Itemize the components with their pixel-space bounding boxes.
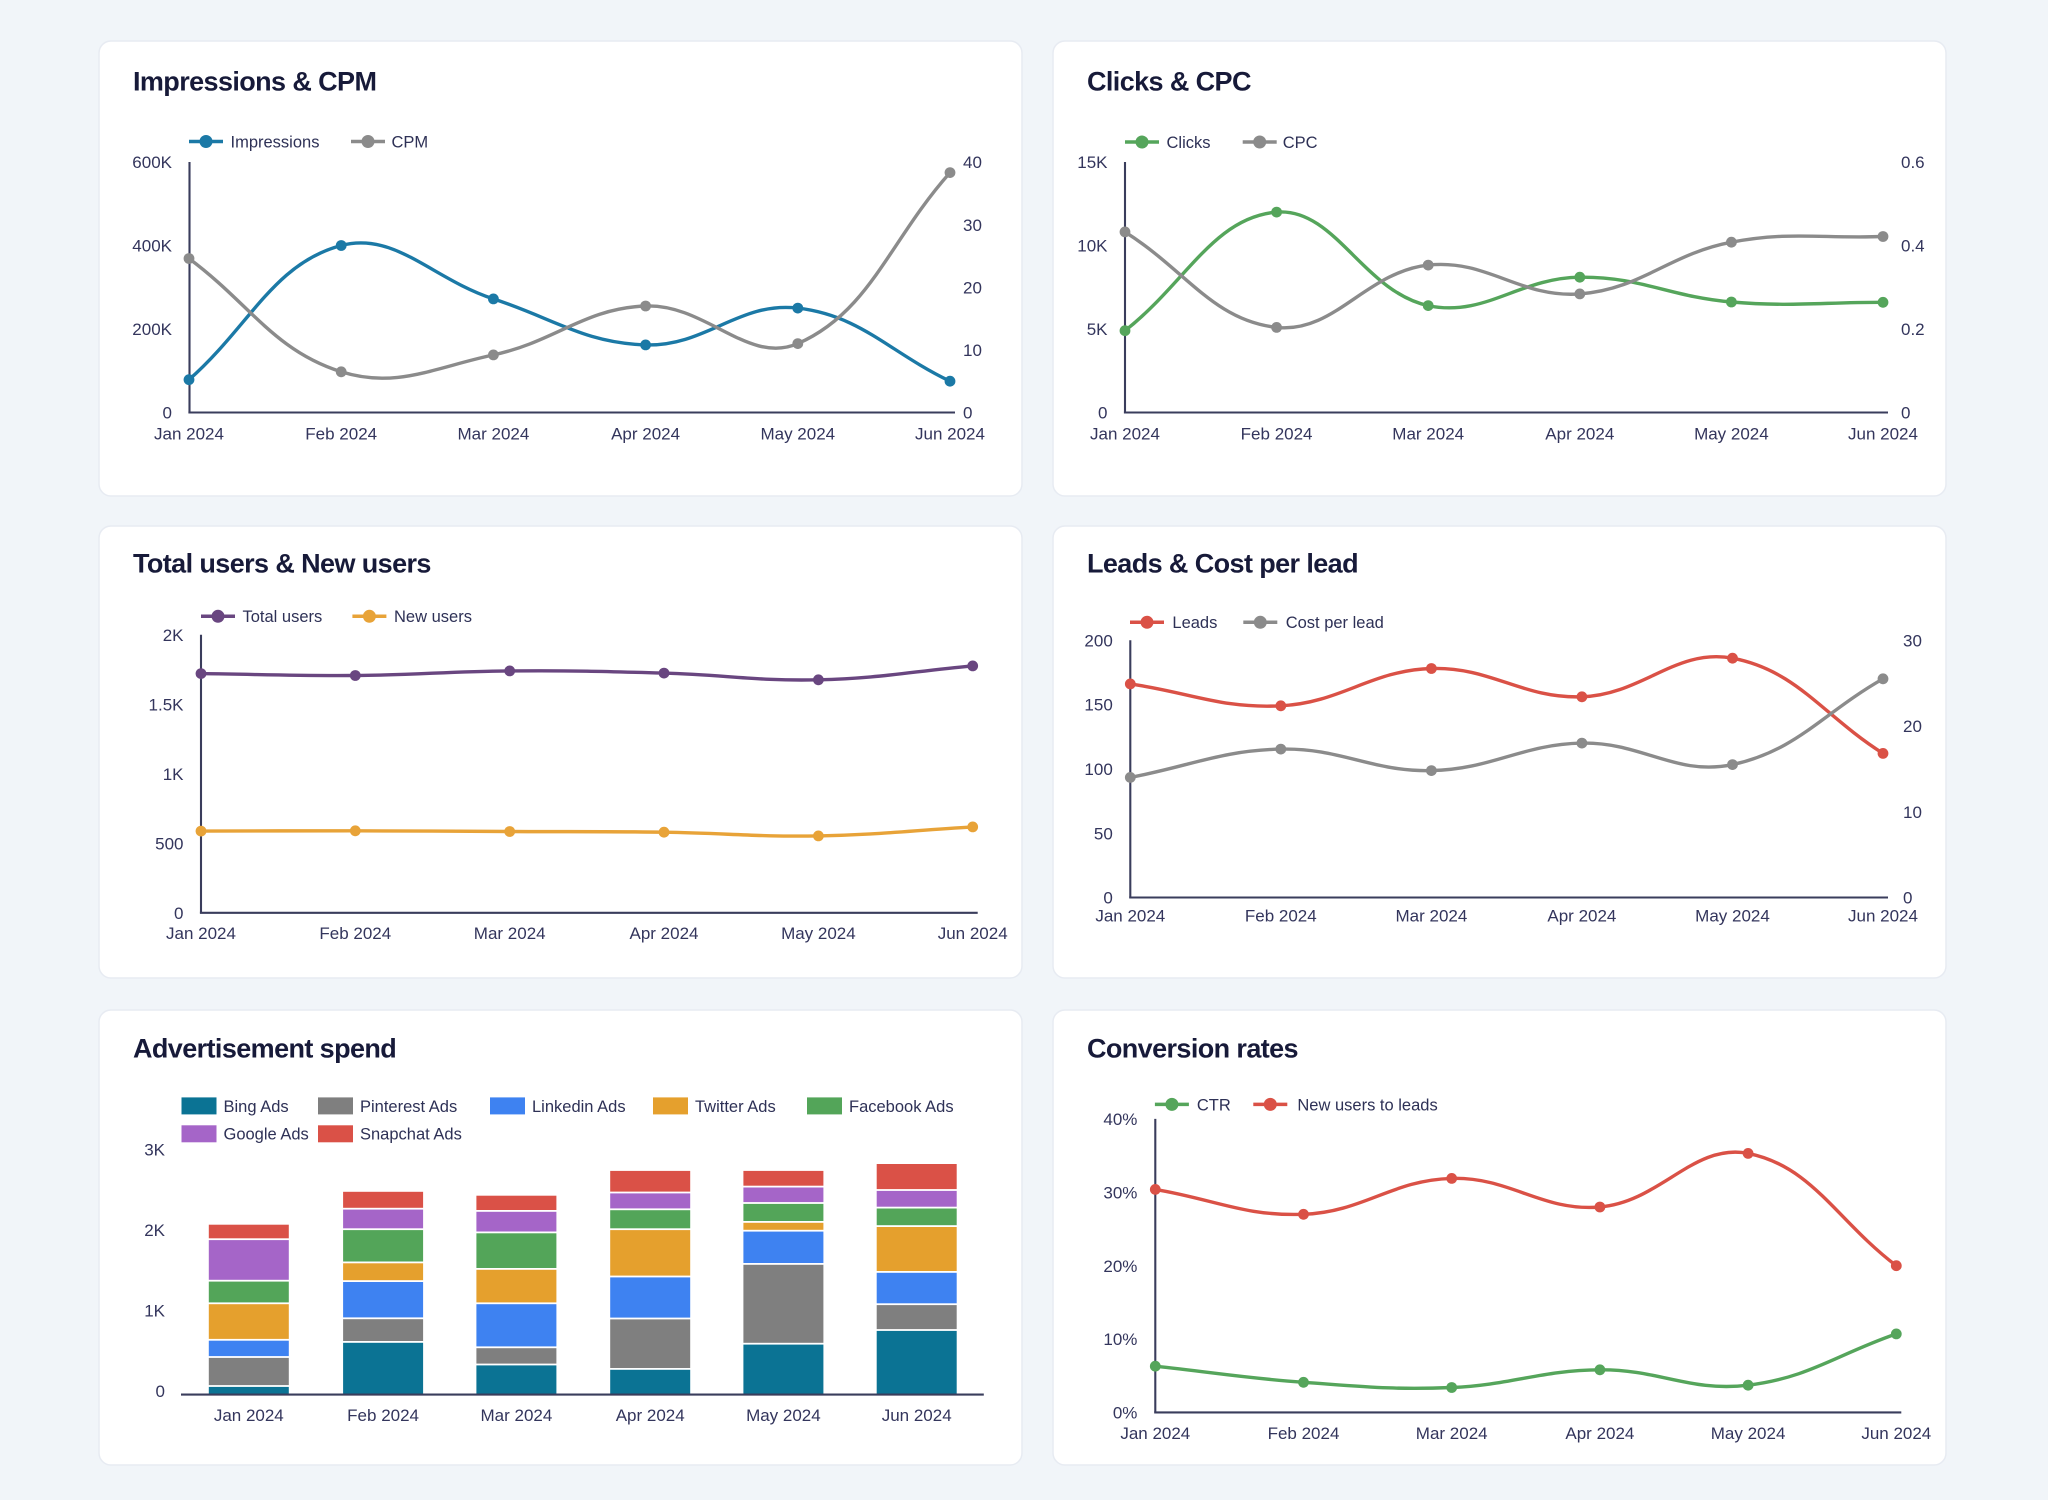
svg-text:Total users: Total users xyxy=(243,608,323,626)
svg-text:Feb 2024: Feb 2024 xyxy=(319,924,391,943)
svg-text:Feb 2024: Feb 2024 xyxy=(1268,1424,1340,1443)
svg-text:Advertisement spend: Advertisement spend xyxy=(133,1034,396,1064)
svg-text:100: 100 xyxy=(1084,760,1112,779)
svg-text:Jun 2024: Jun 2024 xyxy=(1861,1424,1931,1443)
svg-text:Impressions & CPM: Impressions & CPM xyxy=(133,66,376,96)
svg-text:600K: 600K xyxy=(132,153,172,172)
svg-text:Apr 2024: Apr 2024 xyxy=(1565,1424,1634,1443)
svg-text:Jun 2024: Jun 2024 xyxy=(915,425,985,444)
svg-text:0: 0 xyxy=(156,1382,165,1401)
svg-text:0: 0 xyxy=(1903,889,1912,908)
svg-text:May 2024: May 2024 xyxy=(1694,425,1769,444)
svg-text:40: 40 xyxy=(963,153,982,172)
svg-text:10%: 10% xyxy=(1103,1330,1137,1349)
svg-text:Bing Ads: Bing Ads xyxy=(224,1098,289,1116)
svg-text:Jun 2024: Jun 2024 xyxy=(1848,907,1918,926)
svg-text:New users: New users xyxy=(394,608,472,626)
svg-text:Feb 2024: Feb 2024 xyxy=(1241,425,1313,444)
svg-text:3K: 3K xyxy=(144,1141,165,1160)
svg-text:Apr 2024: Apr 2024 xyxy=(616,1406,685,1425)
svg-text:Mar 2024: Mar 2024 xyxy=(1392,425,1464,444)
svg-text:May 2024: May 2024 xyxy=(781,924,856,943)
svg-text:Linkedin Ads: Linkedin Ads xyxy=(532,1098,626,1116)
svg-text:Mar 2024: Mar 2024 xyxy=(457,425,529,444)
svg-text:2K: 2K xyxy=(144,1221,165,1240)
svg-text:Mar 2024: Mar 2024 xyxy=(1395,907,1467,926)
svg-text:0: 0 xyxy=(163,404,172,423)
svg-text:CPC: CPC xyxy=(1283,134,1318,152)
svg-text:10: 10 xyxy=(1903,803,1922,822)
svg-text:Google Ads: Google Ads xyxy=(224,1126,309,1144)
svg-text:30: 30 xyxy=(1903,631,1922,650)
svg-text:May 2024: May 2024 xyxy=(1695,907,1770,926)
svg-text:Apr 2024: Apr 2024 xyxy=(1547,907,1616,926)
svg-text:1K: 1K xyxy=(163,765,184,784)
svg-text:Conversion rates: Conversion rates xyxy=(1087,1034,1298,1064)
svg-text:Jan 2024: Jan 2024 xyxy=(166,924,236,943)
svg-text:15K: 15K xyxy=(1077,153,1108,172)
svg-text:Clicks: Clicks xyxy=(1167,134,1211,152)
svg-text:Total users & New users: Total users & New users xyxy=(133,549,431,579)
svg-text:Jan 2024: Jan 2024 xyxy=(214,1406,284,1425)
svg-text:Jan 2024: Jan 2024 xyxy=(1120,1424,1190,1443)
svg-text:May 2024: May 2024 xyxy=(1711,1424,1786,1443)
svg-text:0: 0 xyxy=(1901,404,1910,423)
svg-text:Jan 2024: Jan 2024 xyxy=(1090,425,1160,444)
svg-text:May 2024: May 2024 xyxy=(746,1406,821,1425)
svg-text:Jan 2024: Jan 2024 xyxy=(1095,907,1165,926)
svg-text:Feb 2024: Feb 2024 xyxy=(305,425,377,444)
svg-text:CPM: CPM xyxy=(392,133,429,151)
svg-text:1K: 1K xyxy=(144,1302,165,1321)
svg-text:0.2: 0.2 xyxy=(1901,320,1925,339)
svg-text:1.5K: 1.5K xyxy=(149,695,185,714)
svg-text:Twitter Ads: Twitter Ads xyxy=(695,1098,776,1116)
svg-text:500: 500 xyxy=(155,835,183,854)
svg-text:0: 0 xyxy=(174,904,183,923)
svg-text:Jun 2024: Jun 2024 xyxy=(882,1406,952,1425)
svg-text:10: 10 xyxy=(963,341,982,360)
svg-text:Jan 2024: Jan 2024 xyxy=(154,425,224,444)
svg-text:40%: 40% xyxy=(1103,1110,1137,1129)
svg-text:Mar 2024: Mar 2024 xyxy=(474,924,546,943)
svg-text:150: 150 xyxy=(1084,696,1112,715)
svg-text:2K: 2K xyxy=(163,626,184,645)
svg-text:Feb 2024: Feb 2024 xyxy=(1245,907,1317,926)
svg-text:0: 0 xyxy=(1098,404,1107,423)
svg-text:Feb 2024: Feb 2024 xyxy=(347,1406,419,1425)
svg-text:20: 20 xyxy=(1903,717,1922,736)
svg-text:0.6: 0.6 xyxy=(1901,153,1925,172)
svg-text:Impressions: Impressions xyxy=(231,133,320,151)
svg-text:May 2024: May 2024 xyxy=(760,425,835,444)
svg-text:0: 0 xyxy=(963,404,972,423)
svg-text:50: 50 xyxy=(1094,824,1113,843)
svg-text:Apr 2024: Apr 2024 xyxy=(611,425,680,444)
svg-text:Mar 2024: Mar 2024 xyxy=(1416,1424,1488,1443)
svg-text:Apr 2024: Apr 2024 xyxy=(1545,425,1614,444)
svg-text:Snapchat Ads: Snapchat Ads xyxy=(360,1126,462,1144)
svg-text:Jun 2024: Jun 2024 xyxy=(1848,425,1918,444)
svg-text:Cost per lead: Cost per lead xyxy=(1286,614,1384,632)
svg-text:30: 30 xyxy=(963,216,982,235)
svg-text:Leads: Leads xyxy=(1172,614,1217,632)
svg-text:CTR: CTR xyxy=(1197,1096,1231,1114)
svg-text:Apr 2024: Apr 2024 xyxy=(630,924,699,943)
svg-text:5K: 5K xyxy=(1087,320,1108,339)
svg-text:Facebook Ads: Facebook Ads xyxy=(849,1098,954,1116)
svg-text:New users to leads: New users to leads xyxy=(1297,1096,1437,1114)
svg-text:400K: 400K xyxy=(132,237,172,256)
svg-text:200: 200 xyxy=(1084,631,1112,650)
svg-text:Clicks & CPC: Clicks & CPC xyxy=(1087,66,1251,96)
svg-text:Mar 2024: Mar 2024 xyxy=(480,1406,552,1425)
svg-text:10K: 10K xyxy=(1077,237,1108,256)
svg-text:Leads & Cost per lead: Leads & Cost per lead xyxy=(1087,549,1358,579)
svg-text:0%: 0% xyxy=(1113,1404,1138,1423)
svg-text:20: 20 xyxy=(963,278,982,297)
svg-text:Pinterest Ads: Pinterest Ads xyxy=(360,1098,457,1116)
svg-text:20%: 20% xyxy=(1103,1257,1137,1276)
svg-text:0.4: 0.4 xyxy=(1901,237,1925,256)
svg-text:30%: 30% xyxy=(1103,1184,1137,1203)
svg-text:0: 0 xyxy=(1103,889,1112,908)
svg-text:200K: 200K xyxy=(132,320,172,339)
svg-text:Jun 2024: Jun 2024 xyxy=(938,924,1008,943)
